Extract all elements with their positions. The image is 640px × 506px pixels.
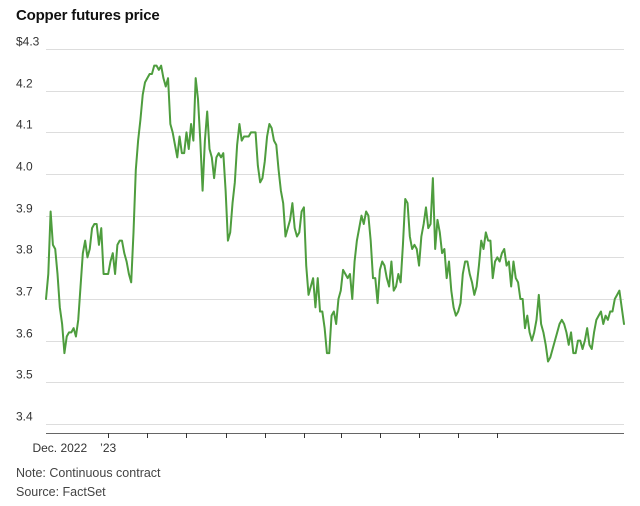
x-axis-tick-marks (108, 433, 498, 438)
x-tick-label: ’23 (100, 441, 116, 455)
y-tick-label: 3.9 (16, 202, 33, 216)
y-tick-label: 4.2 (16, 77, 33, 91)
grid (46, 49, 624, 425)
y-tick-label: 3.4 (16, 410, 33, 424)
y-tick-label: 3.8 (16, 243, 33, 257)
series-line-copper-price (45, 64, 625, 363)
y-tick-label: 4.0 (16, 160, 33, 174)
y-tick-label: 3.5 (16, 368, 33, 382)
chart-note: Note: Continuous contract (16, 466, 161, 480)
x-axis-tick-labels: Dec. 2022 ’23 (32, 441, 116, 455)
series-layer (45, 64, 625, 363)
y-tick-label: $4.3 (16, 35, 40, 49)
x-tick-label: Dec. 2022 (32, 441, 87, 455)
y-axis-tick-labels: $4.3 4.2 4.1 4.0 3.9 3.8 3.7 3.6 3.5 3.4 (16, 35, 40, 424)
chart-title: Copper futures price (16, 7, 160, 24)
y-tick-label: 4.1 (16, 118, 33, 132)
y-tick-label: 3.6 (16, 327, 33, 341)
y-tick-label: 3.7 (16, 285, 33, 299)
chart-source: Source: FactSet (16, 485, 106, 499)
